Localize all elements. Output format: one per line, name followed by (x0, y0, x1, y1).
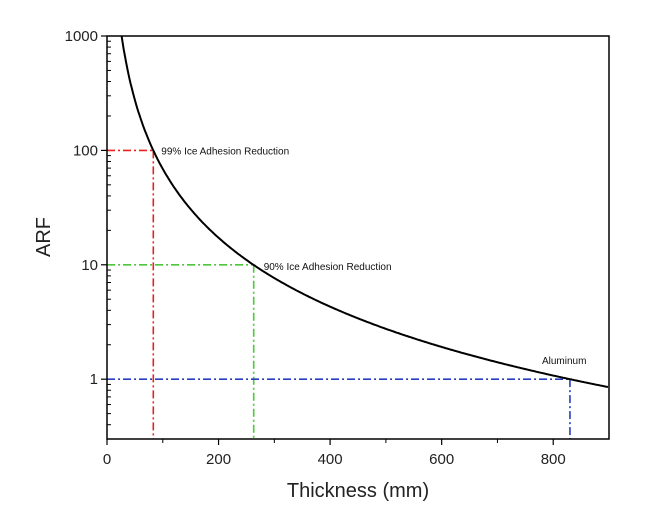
annotation-label: Aluminum (542, 356, 586, 367)
x-tick-label: 200 (206, 451, 231, 468)
y-axis-label: ARF (33, 217, 55, 257)
y-tick-label: 100 (73, 142, 98, 159)
x-tick-label: 400 (318, 451, 343, 468)
arf-curve (120, 35, 609, 388)
x-tick-label: 0 (103, 451, 111, 468)
y-tick-label: 1 (90, 371, 98, 388)
annotation-label: 99% Ice Adhesion Reduction (161, 146, 289, 157)
x-tick-label: 600 (429, 451, 454, 468)
reference-lines: 99% Ice Adhesion Reduction 90% Ice Adhesi… (107, 146, 586, 439)
plot-frame (106, 35, 610, 440)
x-axis-label: Thickness (mm) (287, 480, 429, 502)
annotation-label: 90% Ice Adhesion Reduction (264, 262, 392, 273)
ticks: 0 200 400 600 800 1 10 100 1000 (65, 28, 566, 468)
y-tick-label: 10 (81, 257, 98, 274)
x-tick-label: 800 (541, 451, 566, 468)
y-tick-label: 1000 (65, 28, 98, 45)
